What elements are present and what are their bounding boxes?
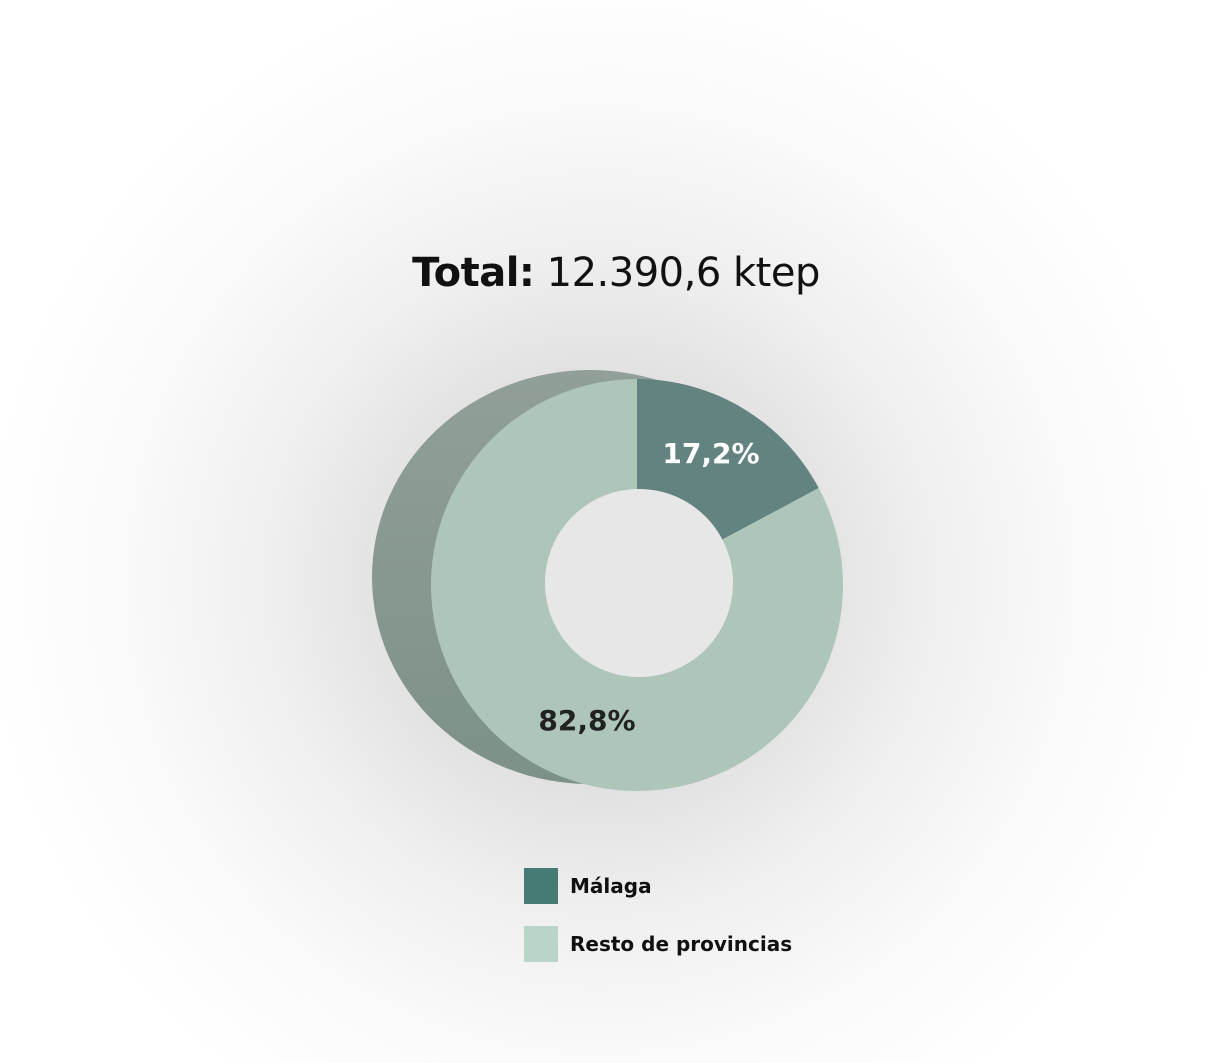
legend: Málaga Resto de provincias (524, 868, 792, 984)
data-label-malaga: 17,2% (662, 437, 759, 470)
data-label-resto: 82,8% (538, 704, 635, 737)
donut-hole (545, 489, 733, 677)
legend-swatch-resto (524, 926, 558, 962)
chart-title: Total: 12.390,6 ktep (0, 250, 1214, 296)
legend-item-malaga: Málaga (524, 868, 792, 904)
title-value: 12.390,6 ktep (546, 250, 821, 296)
title-label: Total: (412, 250, 535, 296)
legend-swatch-malaga (524, 868, 558, 904)
legend-label-malaga: Málaga (570, 874, 652, 898)
legend-item-resto: Resto de provincias (524, 926, 792, 962)
legend-label-resto: Resto de provincias (570, 932, 793, 956)
